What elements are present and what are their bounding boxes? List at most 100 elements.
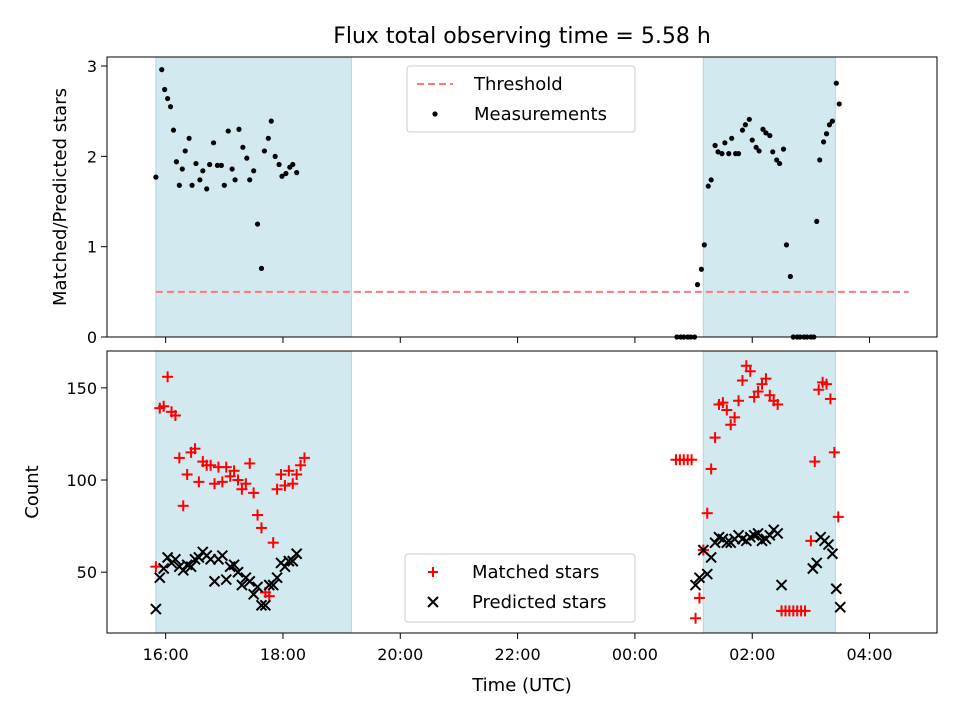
predicted-star-mark-b (826, 548, 839, 560)
matched-star-point (693, 592, 705, 604)
ratio-y-ticks: 0 1 2 3 (87, 57, 107, 347)
matched-star-point (275, 468, 287, 480)
x-tick-label: 04:00 (846, 645, 892, 664)
predicted-star-point (693, 571, 706, 584)
observing-windows (155, 56, 836, 338)
predicted-star-mark-b (705, 551, 717, 564)
predicted-star-mark-b (701, 568, 713, 580)
measurement-point (787, 273, 793, 280)
matched-star-point (756, 378, 768, 390)
predicted-star-mark-b (169, 553, 182, 565)
measurement-point (829, 118, 835, 124)
measurement-point (236, 126, 242, 132)
measurement-point (719, 151, 725, 157)
matched-star-point (291, 468, 303, 480)
matched-star-point (248, 487, 260, 499)
matched-star-point (150, 561, 162, 573)
matched-star-point (729, 411, 741, 423)
measurement-point (712, 142, 718, 149)
predicted-star-mark-b (247, 588, 260, 601)
measurement-point (279, 173, 285, 179)
predicted-star-point (834, 601, 846, 613)
measurement-point (774, 157, 780, 163)
predicted-star-point (157, 562, 170, 575)
measurement-point (167, 104, 174, 110)
predicted-star-point (807, 562, 819, 575)
measurement-point (694, 282, 701, 288)
measurement-point (179, 166, 185, 172)
measurement-point (232, 177, 238, 183)
predicted-star-point (271, 571, 283, 584)
matched-star-point (805, 535, 817, 547)
measurement-point (225, 128, 231, 134)
matched-star-point (298, 452, 310, 464)
measurement-point (268, 118, 274, 124)
predicted-star-point (251, 581, 264, 593)
predicted-star-mark-b (764, 529, 776, 542)
measurement-point (229, 166, 235, 172)
predicted-star-mark-b (807, 562, 819, 575)
predicted-star-point (775, 579, 788, 591)
predicted-star-point (177, 564, 189, 577)
count-legend: Matched stars Predicted stars (404, 553, 636, 623)
observing-window-band (155, 56, 352, 338)
matched-star-point (220, 461, 232, 473)
matched-star-point (295, 459, 307, 471)
matched-star-point (821, 378, 833, 390)
measurement-point (272, 153, 278, 159)
matched-star-point (721, 404, 733, 416)
matched-star-point (772, 398, 784, 410)
measurement-point (218, 162, 224, 168)
measurement-point (254, 221, 261, 227)
predicted-star-mark-b (290, 548, 303, 560)
ratio-y-axis-label: Matched/Predicted stars (50, 88, 71, 306)
matched-star-point (736, 374, 748, 386)
matched-star-point (177, 500, 189, 512)
x-axis-label: Time (UTC) (471, 675, 572, 696)
predicted-star-point (689, 579, 702, 591)
count-panel: 50 100 150 16:00 18:00 20:00 22:00 00:00 02:00 0… (22, 350, 938, 664)
matched-star-point (733, 395, 745, 407)
measurement-point (726, 151, 732, 157)
count-plot-area (150, 360, 846, 624)
matched-star-point (287, 478, 299, 490)
predicted-star-mark-b (834, 601, 846, 613)
measurement-point (749, 137, 755, 143)
measurement-point (240, 144, 246, 150)
matched-star-point (799, 605, 811, 617)
legend-box (406, 65, 636, 133)
matched-star-point (717, 397, 729, 409)
predicted-star-mark-b (771, 527, 784, 540)
predicted-star-point (236, 579, 248, 591)
predicted-star-point (709, 536, 721, 549)
predicted-star-point (220, 573, 232, 586)
predicted-star-point (279, 560, 291, 573)
matched-star-point (224, 470, 236, 482)
predicted-star-mark-b (713, 531, 725, 543)
measurement-point (204, 186, 210, 192)
measurement-point (189, 182, 195, 188)
matched-star-point (832, 511, 844, 523)
measurement-point (200, 168, 206, 174)
measurement-point (701, 242, 707, 248)
measurement-point (258, 265, 265, 271)
observing-window-band (702, 56, 836, 338)
measurement-point (756, 148, 762, 154)
predicted-star-mark-b (689, 579, 702, 591)
measurement-point (817, 157, 823, 163)
ratio-panel: 0 1 2 3 Matched/Predicted stars Threshold Me… (50, 56, 938, 347)
matched-star-point (205, 459, 217, 471)
measurement-point (261, 148, 267, 154)
predicted-star-mark-b (150, 603, 162, 615)
predicted-star-point (287, 555, 299, 567)
matched-star-point (252, 509, 264, 521)
predicted-star-mark-b (216, 549, 229, 562)
measurement-point (742, 122, 748, 128)
legend-predicted-swatch-b (427, 596, 439, 608)
ratio-x-ticks (165, 337, 871, 343)
predicted-star-point (290, 548, 303, 560)
matched-star-point (725, 419, 737, 431)
matched-star-point (690, 612, 702, 624)
measurement-point (780, 146, 787, 152)
